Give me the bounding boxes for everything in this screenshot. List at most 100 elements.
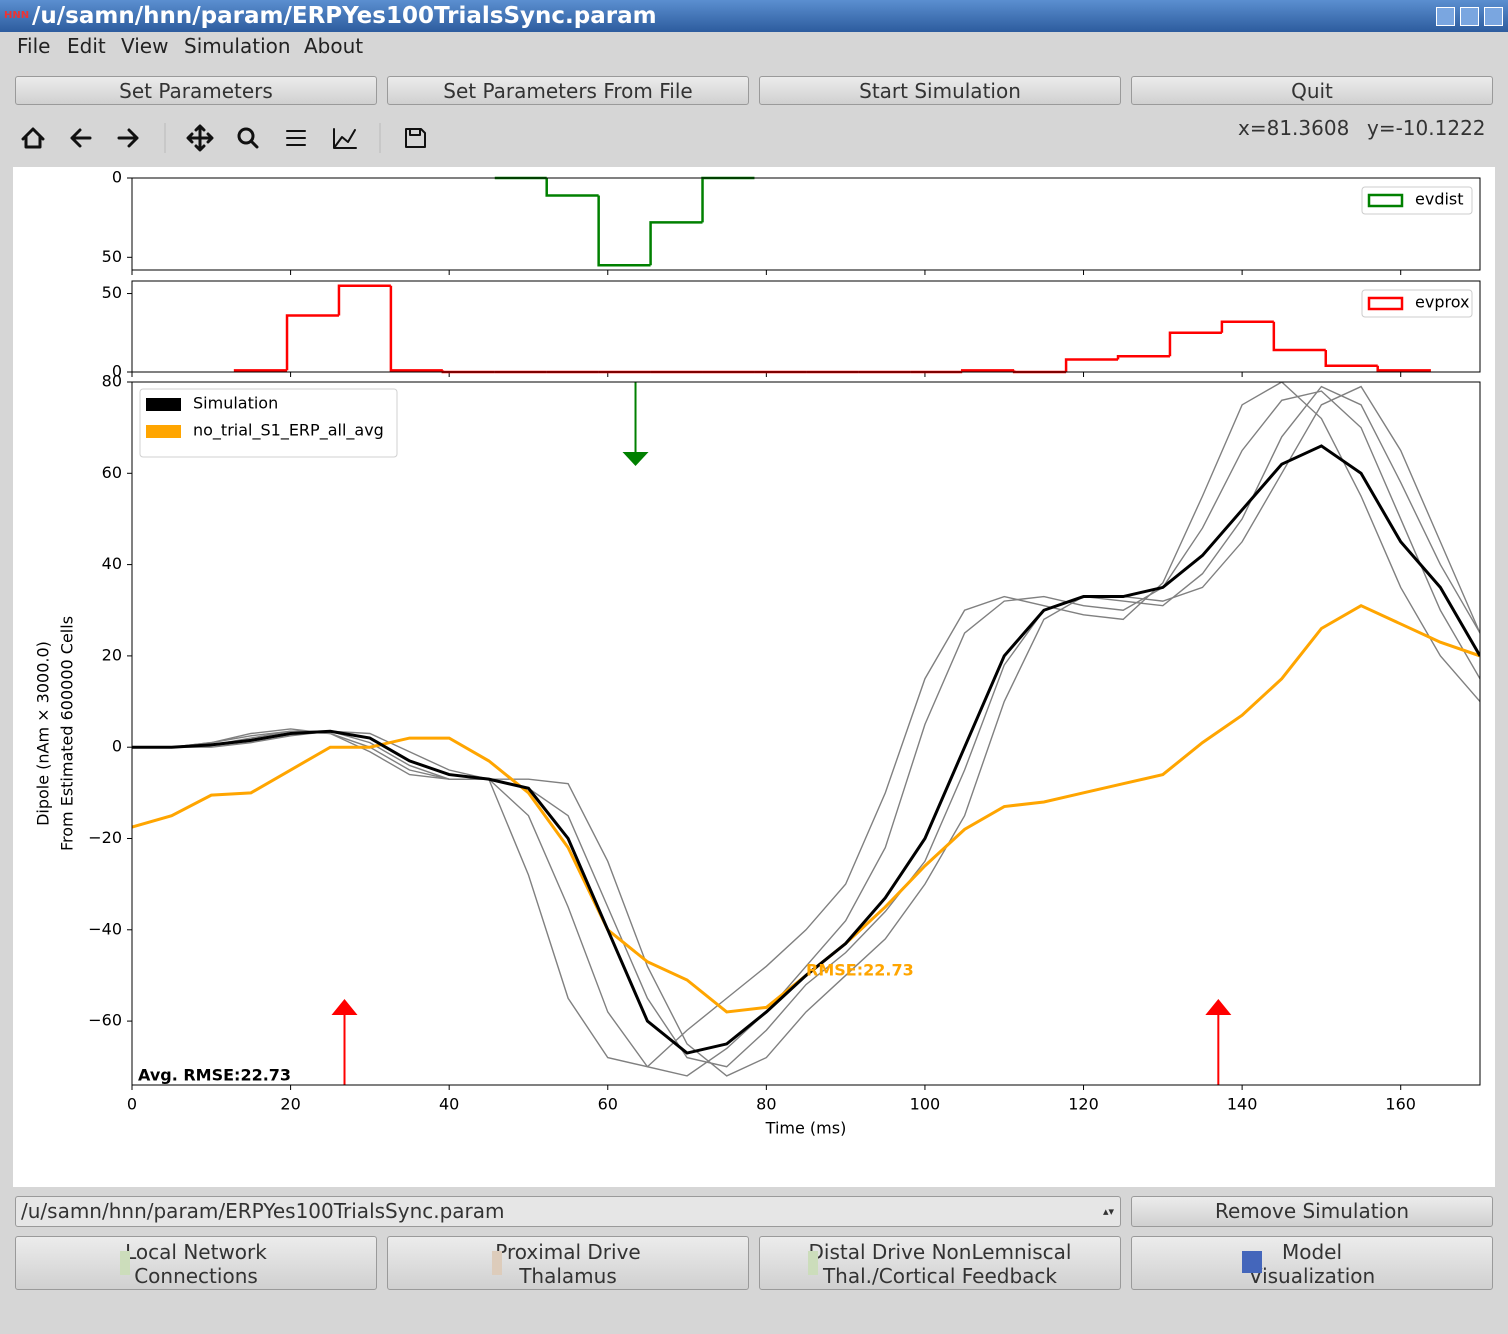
histogram-bin: [597, 195, 651, 267]
y-axis-label-line: From Estimated 600000 Cells: [58, 616, 77, 851]
trial-line: [132, 385, 1480, 1077]
button[interactable]: Set Parameters From File: [387, 76, 749, 105]
close[interactable]: [1484, 7, 1503, 26]
histogram-bin: [701, 176, 755, 223]
y-tick-label: 50: [102, 247, 122, 266]
drive-arrow-head: [1205, 999, 1232, 1015]
y-tick-label: 0: [112, 737, 122, 756]
legend-swatch: [146, 398, 181, 411]
menu-item[interactable]: Simulation: [184, 34, 291, 58]
icon: [808, 1251, 818, 1275]
series-line: [132, 603, 1480, 1014]
y-tick-label: 50: [102, 283, 122, 302]
histogram-bin: [545, 178, 599, 197]
histogram-bin: [1324, 350, 1378, 367]
y-tick-label: 0: [112, 362, 122, 381]
y-tick-label: 40: [102, 554, 122, 573]
series-line: [132, 444, 1480, 1055]
axes-frame: [131, 280, 1481, 373]
menu-item[interactable]: File: [17, 34, 51, 58]
button[interactable]: Model Visualization: [1131, 1236, 1493, 1290]
legend-swatch: [146, 425, 181, 438]
button[interactable]: Distal Drive NonLemniscal Thal./Cortical …: [759, 1236, 1121, 1290]
y-tick-label: 0: [112, 168, 122, 187]
zoom-handle: [249, 139, 259, 149]
label: Thalamus: [519, 1264, 617, 1288]
y-axis-label: Dipole (nAm × 3000.0) From Estimated 6000…: [34, 616, 77, 851]
button[interactable]: Set Parameters: [15, 76, 377, 105]
label: Model: [1281, 1240, 1343, 1264]
spin-arrows: ▴▾: [1102, 1205, 1114, 1218]
histogram-bin: [1272, 321, 1326, 352]
x-tick-label: 120: [1068, 1095, 1099, 1114]
legend-label: evprox: [1415, 293, 1469, 312]
y-tick-label: −40: [88, 919, 122, 938]
file-select-text: /u/samn/hnn/param/ERPYes100TrialsSync.pa…: [21, 1199, 505, 1223]
icon: [492, 1251, 502, 1275]
pan-icon[interactable]: [186, 124, 214, 152]
histogram-bin: [960, 369, 1015, 372]
histogram-bin: [233, 369, 288, 372]
window-title: /u/samn/hnn/param/ERPYes100TrialsSync.pa…: [32, 3, 657, 29]
y-tick-label: −20: [88, 828, 122, 847]
label: Local Network: [125, 1240, 267, 1264]
label: Visualization: [1248, 1264, 1376, 1288]
home-icon[interactable]: [21, 127, 45, 149]
x-tick-label: 160: [1385, 1095, 1416, 1114]
cursor-y: y=-10.1222: [1367, 116, 1486, 140]
button[interactable]: Local Network Connections: [15, 1236, 377, 1290]
menu-item[interactable]: Edit: [67, 34, 106, 58]
label: Proximal Drive: [495, 1240, 641, 1264]
x-tick-label: 60: [598, 1095, 618, 1114]
x-tick-label: 100: [910, 1095, 941, 1114]
forward-icon[interactable]: [117, 128, 139, 148]
histogram-bin: [649, 221, 703, 266]
histogram-bin: [285, 314, 339, 371]
cursor-x: x=81.3608: [1238, 116, 1350, 140]
legend-label: no_trial_S1_ERP_all_avg: [193, 421, 384, 441]
app-icon: HNN: [4, 10, 30, 21]
back-icon[interactable]: [70, 128, 92, 148]
x-tick-label: 80: [756, 1095, 776, 1114]
zoom-icon[interactable]: [237, 127, 255, 145]
label: Connections: [134, 1264, 258, 1288]
axes-frame: [131, 177, 1481, 271]
icon: [1242, 1251, 1262, 1273]
label: Thal./Cortical Feedback: [822, 1264, 1058, 1288]
minimize[interactable]: [1436, 7, 1455, 26]
drive-arrow-head: [331, 999, 358, 1015]
axes-icon[interactable]: [333, 128, 357, 149]
histogram-bin: [1376, 365, 1431, 372]
config-icon[interactable]: [286, 130, 306, 146]
figure-canvas: [13, 167, 1495, 1187]
legend-label: evdist: [1415, 190, 1464, 209]
trial-line: [132, 382, 1480, 1068]
histogram-bin: [1064, 358, 1119, 372]
y-axis-label-line: Dipole (nAm × 3000.0): [34, 641, 53, 826]
axes-frame: [131, 381, 1481, 1086]
legend-box: [139, 388, 398, 458]
button[interactable]: Proximal Drive Thalamus: [387, 1236, 749, 1290]
legend-label: Simulation: [193, 394, 278, 413]
x-tick-label: 0: [127, 1095, 137, 1114]
menu-item[interactable]: About: [304, 34, 364, 58]
y-tick-label: 20: [102, 645, 122, 664]
button[interactable]: Start Simulation: [759, 76, 1121, 105]
x-tick-label: 40: [439, 1095, 459, 1114]
menu-item[interactable]: View: [121, 34, 169, 58]
button[interactable]: Remove Simulation: [1131, 1196, 1493, 1227]
file-select[interactable]: /u/samn/hnn/param/ERPYes100TrialsSync.pa…: [15, 1196, 1121, 1227]
icon: [120, 1251, 130, 1275]
trial-line: [132, 385, 1480, 1068]
y-tick-label: −60: [88, 1011, 122, 1030]
label: Distal Drive NonLemniscal: [808, 1240, 1072, 1264]
y-tick-label: 60: [102, 463, 122, 482]
x-axis-label: Time (ms): [765, 1119, 847, 1138]
maximize[interactable]: [1460, 7, 1479, 26]
plot-lines: [132, 382, 1480, 1077]
trial-line: [132, 390, 1480, 1077]
save-icon[interactable]: [405, 128, 426, 148]
x-tick-label: 140: [1227, 1095, 1258, 1114]
drive-arrow-head: [622, 452, 649, 466]
button[interactable]: Quit: [1131, 76, 1493, 105]
